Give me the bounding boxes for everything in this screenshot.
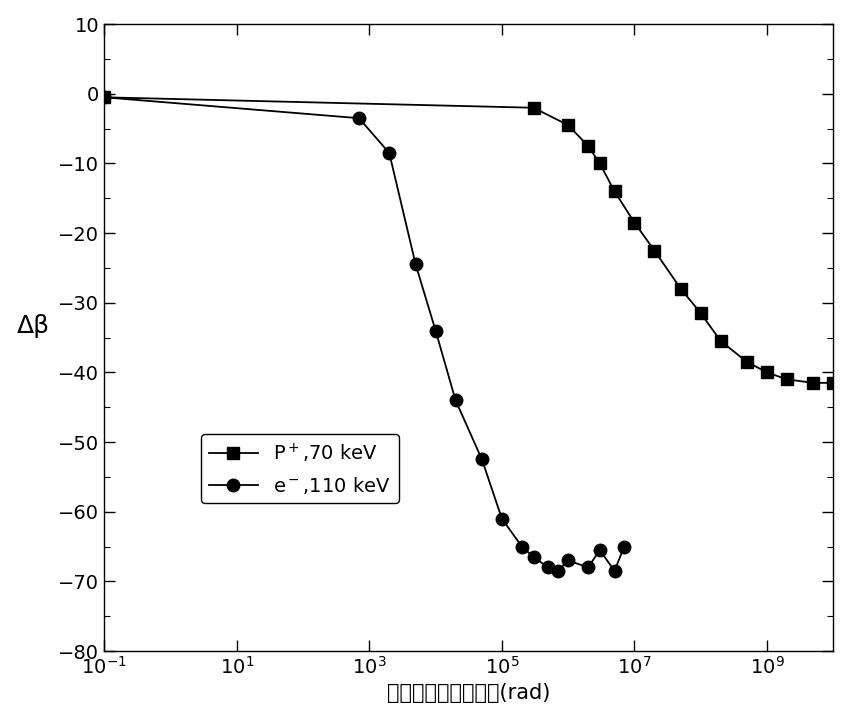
e$^-$,110 keV [450,396,461,405]
e$^-$,110 keV [411,260,421,269]
P$^+$,70 keV [629,218,639,227]
Line: P$^+$,70 keV: P$^+$,70 keV [99,91,839,388]
P$^+$,70 keV [695,309,706,318]
e$^-$,110 keV [583,563,593,572]
e$^-$,110 keV [595,546,605,554]
e$^-$,110 keV [619,542,629,551]
P$^+$,70 keV [595,159,605,168]
P$^+$,70 keV [762,368,772,377]
P$^+$,70 keV [99,93,110,102]
e$^-$,110 keV [496,514,507,523]
e$^-$,110 keV [477,455,487,464]
e$^-$,110 keV [543,563,553,572]
P$^+$,70 keV [563,121,573,130]
P$^+$,70 keV [828,379,838,387]
Line: e$^-$,110 keV: e$^-$,110 keV [98,91,631,577]
e$^-$,110 keV [517,542,527,551]
Y-axis label: Δβ: Δβ [17,314,49,338]
P$^+$,70 keV [716,337,726,346]
P$^+$,70 keV [583,142,593,150]
e$^-$,110 keV [563,556,573,564]
P$^+$,70 keV [808,379,819,387]
e$^-$,110 keV [529,553,539,562]
Legend: P$^+$,70 keV, e$^-$,110 keV: P$^+$,70 keV, e$^-$,110 keV [201,434,399,503]
e$^-$,110 keV [609,567,620,575]
e$^-$,110 keV [384,149,394,158]
e$^-$,110 keV [430,326,440,335]
X-axis label: 氧化层电离吸收剂量(rad): 氧化层电离吸收剂量(rad) [387,683,551,703]
P$^+$,70 keV [649,246,660,255]
e$^-$,110 keV [552,567,563,575]
e$^-$,110 keV [354,114,364,122]
e$^-$,110 keV [99,93,110,102]
P$^+$,70 keV [676,284,686,293]
P$^+$,70 keV [529,104,539,112]
P$^+$,70 keV [609,187,620,196]
P$^+$,70 keV [782,375,792,384]
P$^+$,70 keV [742,358,752,366]
